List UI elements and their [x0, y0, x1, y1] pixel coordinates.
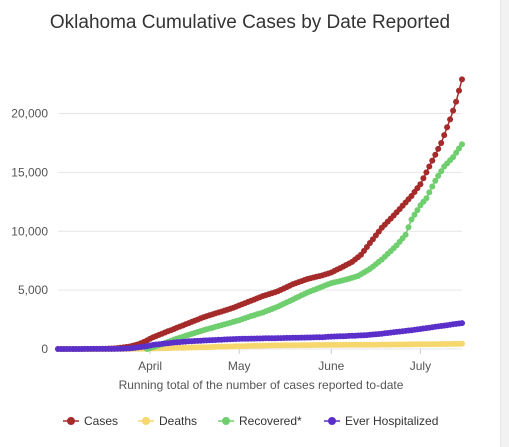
- data-point: [414, 207, 421, 214]
- y-tick-label: 20,000: [11, 107, 48, 121]
- legend-item[interactable]: Recovered*: [218, 414, 302, 428]
- data-point: [456, 145, 462, 152]
- x-tick-label: April: [138, 359, 162, 373]
- data-point: [459, 76, 465, 83]
- legend-item[interactable]: Ever Hospitalized: [324, 414, 438, 428]
- series-ever-hospitalized: [55, 320, 465, 352]
- data-point: [456, 87, 462, 94]
- y-axis-ticks: 0 5,000 10,000 15,000 20,000: [11, 107, 48, 356]
- data-point: [459, 340, 465, 347]
- data-point: [453, 98, 460, 105]
- data-point: [447, 116, 454, 123]
- y-tick-label: 10,000: [11, 224, 48, 238]
- data-point: [450, 107, 457, 114]
- data-point: [459, 320, 465, 327]
- data-point: [450, 154, 457, 161]
- data-point: [441, 132, 448, 139]
- data-point: [402, 231, 409, 238]
- data-point: [453, 149, 460, 156]
- data-point: [429, 157, 436, 164]
- legend-marker: [142, 417, 150, 425]
- legend[interactable]: Cases Deaths Recovered* Ever Hospitalized: [63, 414, 438, 428]
- data-point: [438, 140, 445, 146]
- legend-marker: [328, 417, 336, 425]
- legend-label: Ever Hospitalized: [345, 414, 438, 428]
- data-point: [405, 224, 412, 231]
- data-point: [417, 181, 424, 188]
- legend-label: Deaths: [159, 414, 197, 428]
- legend-marker: [67, 417, 75, 425]
- x-axis-label: Running total of the number of cases rep…: [119, 378, 404, 392]
- data-point: [435, 172, 442, 179]
- grid-lines: [58, 113, 462, 350]
- legend-item[interactable]: Cases: [63, 414, 118, 428]
- x-axis-ticks: April May June July: [138, 349, 431, 373]
- series-line: [58, 79, 463, 350]
- series-group: [55, 76, 465, 352]
- data-point: [432, 151, 439, 158]
- data-point: [426, 189, 433, 196]
- data-point: [438, 168, 445, 175]
- y-tick-label: 0: [41, 342, 48, 356]
- legend-label: Recovered*: [239, 414, 302, 428]
- data-point: [432, 177, 439, 184]
- legend-marker: [222, 417, 230, 425]
- data-point: [429, 183, 436, 190]
- data-point: [423, 195, 430, 202]
- legend-item[interactable]: Deaths: [138, 414, 197, 428]
- data-point: [420, 175, 427, 182]
- chart-title: Oklahoma Cumulative Cases by Date Report…: [49, 12, 451, 33]
- page-edge: [500, 0, 509, 447]
- data-point: [426, 163, 433, 170]
- y-tick-label: 15,000: [11, 165, 48, 179]
- data-point: [444, 124, 451, 131]
- y-tick-label: 5,000: [18, 283, 48, 297]
- x-tick-label: June: [318, 359, 344, 373]
- x-tick-label: May: [228, 359, 251, 373]
- data-point: [408, 216, 415, 223]
- data-point: [411, 211, 418, 218]
- legend-label: Cases: [84, 414, 118, 428]
- data-point: [435, 145, 442, 152]
- data-point: [459, 141, 465, 148]
- x-tick-label: July: [410, 359, 431, 373]
- data-point: [423, 169, 430, 176]
